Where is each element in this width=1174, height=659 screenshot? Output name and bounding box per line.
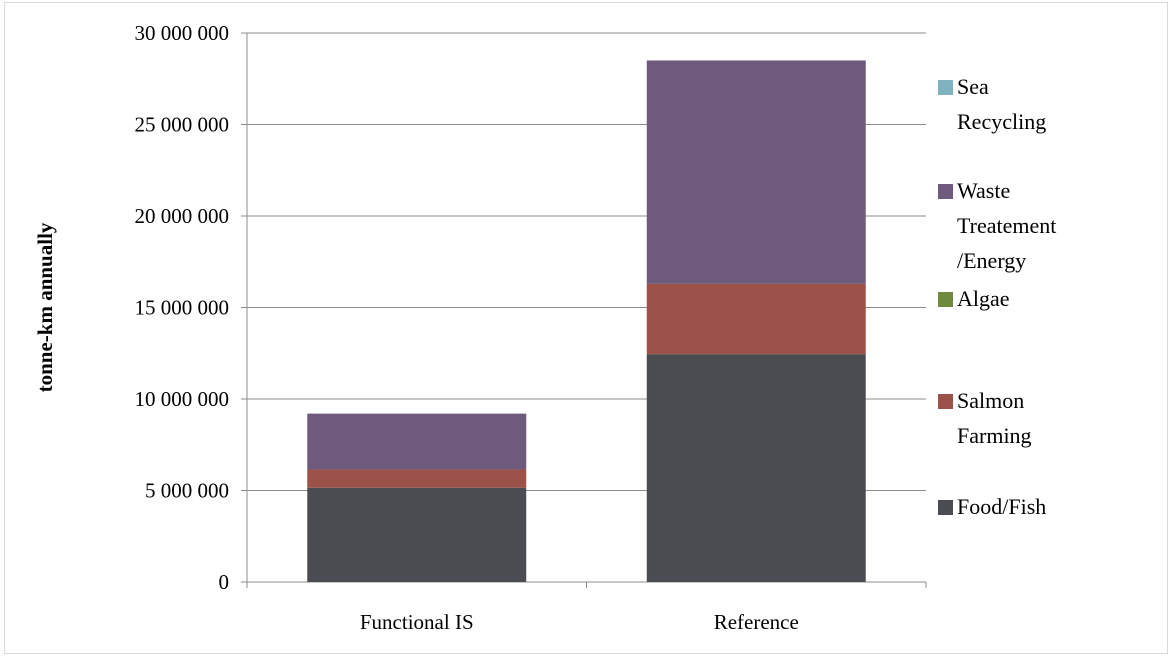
y-tick-label: 0 [219,570,230,594]
legend-label: Food/Fish [957,494,1046,519]
x-tick-label: Reference [714,610,799,634]
legend-label: Farming [957,423,1032,448]
y-tick-label: 25 000 000 [135,113,230,137]
legend-swatch [938,292,953,307]
legend-label: Recycling [957,109,1046,134]
y-axis-title: tonne-km annually [33,222,57,392]
bar-segment [646,354,866,582]
legend-label: Waste [957,178,1010,203]
legend-label: Algae [957,286,1010,311]
legend-label: /Energy [957,248,1026,273]
legend-label: Treatement [957,213,1056,238]
bar-segment [307,469,527,488]
legend-label: Sea [957,74,989,99]
x-tick-label: Functional IS [360,610,474,634]
bar-segment [307,413,527,470]
legend-swatch [938,80,953,95]
bar-segment [646,283,866,355]
y-tick-label: 20 000 000 [135,204,230,228]
y-tick-label: 15 000 000 [135,296,230,320]
y-tick-label: 10 000 000 [135,387,230,411]
bar-segment [307,487,527,582]
legend-swatch [938,184,953,199]
y-tick-label: 30 000 000 [135,21,230,45]
chart-frame [4,2,1168,654]
legend-swatch [938,500,953,515]
y-tick-label: 5 000 000 [145,479,229,503]
legend-swatch [938,394,953,409]
bar-segment [646,60,866,284]
legend-label: Salmon [957,388,1024,413]
